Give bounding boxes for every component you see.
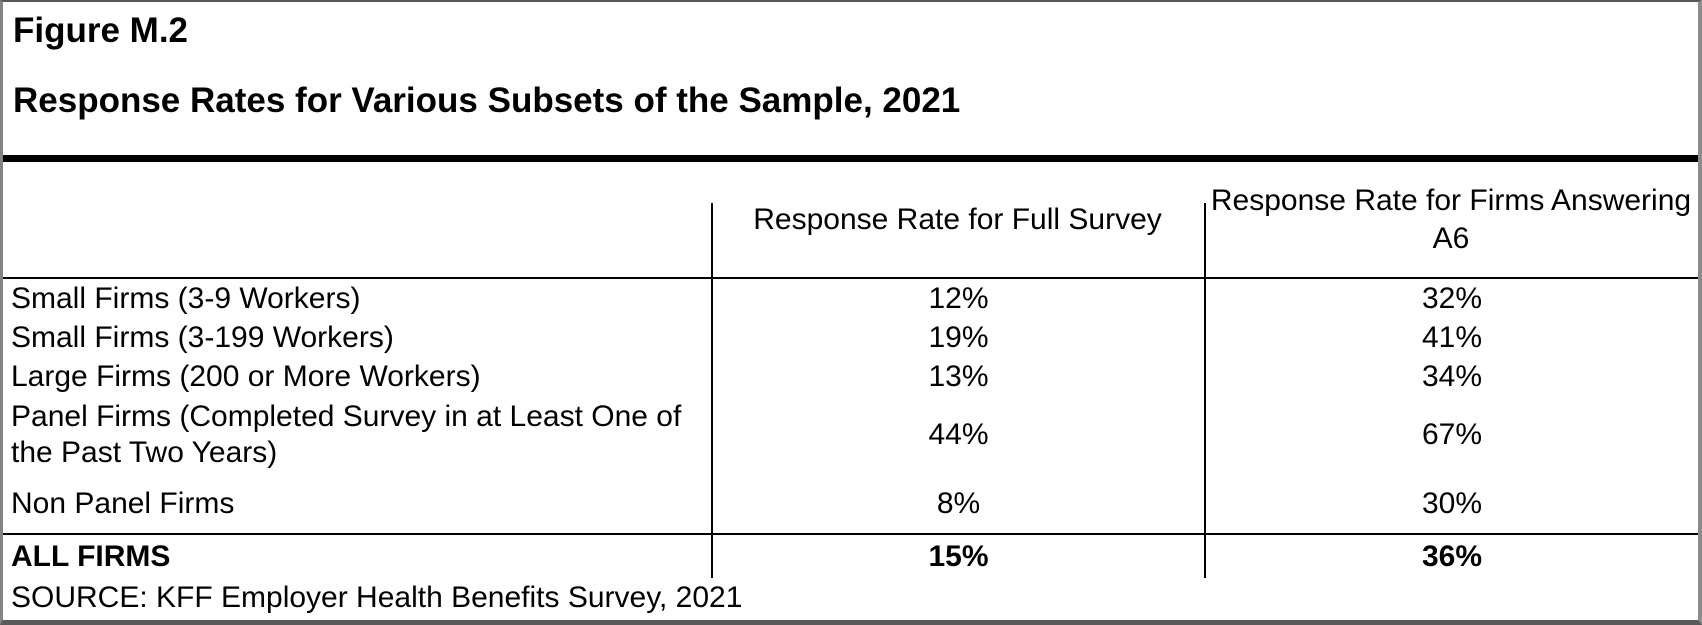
- answering-a6-value: 34%: [1204, 357, 1698, 396]
- table-row: Non Panel Firms 8% 30%: [3, 474, 1698, 533]
- answering-a6-value: 41%: [1204, 318, 1698, 357]
- header-cell-full-survey: Response Rate for Full Survey: [711, 162, 1204, 279]
- row-label: Large Firms (200 or More Workers): [11, 359, 481, 393]
- table-row: Panel Firms (Completed Survey in at Leas…: [3, 396, 1698, 474]
- total-row-label: ALL FIRMS: [11, 539, 171, 573]
- table-row: Small Firms (3-9 Workers) 12% 32%: [3, 279, 1698, 318]
- full-survey-value: 8%: [711, 474, 1204, 533]
- full-survey-value: 19%: [711, 318, 1204, 357]
- row-label: Small Firms (3-9 Workers): [11, 281, 361, 315]
- total-answering-a6-value: 36%: [1204, 535, 1698, 578]
- full-survey-value: 44%: [711, 396, 1204, 474]
- row-label: Panel Firms (Completed Survey in at Leas…: [11, 400, 682, 469]
- row-label: Small Firms (3-199 Workers): [11, 320, 394, 354]
- answering-a6-value: 67%: [1204, 396, 1698, 474]
- title-block: Figure M.2 Response Rates for Various Su…: [3, 2, 1698, 155]
- total-full-survey-value: 15%: [711, 535, 1204, 578]
- header-cell-answering-a6: Response Rate for Firms Answering A6: [1204, 162, 1698, 279]
- full-survey-value: 13%: [711, 357, 1204, 396]
- full-survey-value: 12%: [711, 279, 1204, 318]
- table-row: Large Firms (200 or More Workers) 13% 34…: [3, 357, 1698, 396]
- row-label: Non Panel Firms: [11, 486, 235, 520]
- header-cell-empty: [3, 162, 711, 277]
- table-header-row: Response Rate for Full Survey Response R…: [3, 162, 1698, 279]
- figure-label: Figure M.2: [13, 11, 189, 50]
- figure-title: Response Rates for Various Subsets of th…: [13, 81, 961, 120]
- table-total-row: ALL FIRMS 15% 36%: [3, 533, 1698, 578]
- answering-a6-value: 32%: [1204, 279, 1698, 318]
- source-note: SOURCE: KFF Employer Health Benefits Sur…: [11, 581, 743, 614]
- title-divider-rule: [3, 155, 1698, 162]
- table-row: Small Firms (3-199 Workers) 19% 41%: [3, 318, 1698, 357]
- answering-a6-value: 30%: [1204, 474, 1698, 533]
